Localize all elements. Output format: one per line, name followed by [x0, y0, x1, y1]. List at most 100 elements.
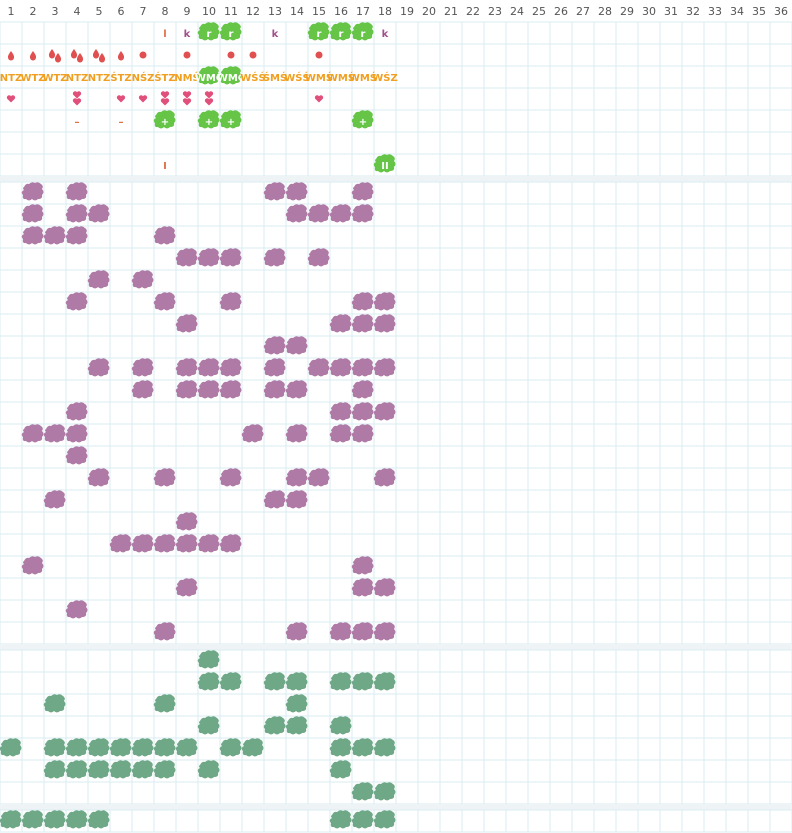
cell-blob: [307, 358, 330, 377]
dot-icon: [315, 51, 323, 59]
cell-blob: [65, 760, 88, 779]
cell-blob: [373, 782, 396, 801]
cell-blob: [175, 380, 198, 399]
cell-label: NTZ: [0, 73, 22, 84]
cell-blob: [373, 622, 396, 641]
cell-blob: [43, 424, 66, 443]
cell-blob: [285, 182, 308, 201]
cell-label: r: [207, 29, 212, 40]
cell-blob: [329, 358, 352, 377]
cell-blob: [21, 556, 44, 575]
header-bg: [0, 0, 792, 22]
cell-blob: [373, 154, 396, 173]
cell-blob: [21, 204, 44, 223]
cell-label: +: [359, 117, 367, 128]
cell-blob: [87, 270, 110, 289]
column-number: 3: [52, 5, 59, 18]
cell-blob: [109, 760, 132, 779]
cell-blob: [351, 358, 374, 377]
cell-blob: [219, 468, 242, 487]
column-number: 6: [118, 5, 125, 18]
column-number: 4: [74, 5, 81, 18]
drop-icon: [117, 51, 125, 61]
cell-label: +: [227, 117, 235, 128]
heart-icon: [72, 98, 82, 106]
cell-blob: [65, 810, 88, 829]
cell-blob: [285, 672, 308, 691]
cell-blob: [153, 226, 176, 245]
cell-blob: [373, 292, 396, 311]
column-number: 15: [312, 5, 326, 18]
cell-blob: [131, 738, 154, 757]
column-number: 28: [598, 5, 612, 18]
cell-blob: [285, 622, 308, 641]
column-number: 1: [8, 5, 15, 18]
column-number: 20: [422, 5, 436, 18]
cell-blob: [131, 760, 154, 779]
cell-blob: [351, 622, 374, 641]
heart-icon: [138, 95, 148, 103]
cell-label: II: [381, 161, 388, 172]
cell-blob: [21, 810, 44, 829]
column-number: 33: [708, 5, 722, 18]
cell-blob: [329, 424, 352, 443]
column-number: 18: [378, 5, 392, 18]
cell-blob: [219, 380, 242, 399]
cell-blob: [43, 490, 66, 509]
cell-blob: [0, 810, 22, 829]
heart-icon: [160, 98, 170, 106]
dot-icon: [183, 51, 191, 59]
cell-blob: [197, 672, 220, 691]
drop-icon: [98, 53, 106, 63]
column-number: 31: [664, 5, 678, 18]
cell-blob: [351, 672, 374, 691]
cell-blob: [329, 314, 352, 333]
column-number: 9: [184, 5, 191, 18]
cell-blob: [175, 314, 198, 333]
column-number: 7: [140, 5, 147, 18]
cell-blob: [285, 424, 308, 443]
column-number: 2: [30, 5, 37, 18]
cell-blob: [43, 810, 66, 829]
cell-blob: [153, 622, 176, 641]
column-number: 12: [246, 5, 260, 18]
cell-blob: [351, 204, 374, 223]
cell-blob: [219, 110, 242, 129]
cell-blob: [373, 468, 396, 487]
cell-blob: [373, 810, 396, 829]
cell-blob: [65, 424, 88, 443]
cell-label: WMŚ: [349, 71, 377, 84]
heart-icon: [204, 91, 214, 99]
dot-icon: [227, 51, 235, 59]
cell-blob: [197, 650, 220, 669]
column-number: 19: [400, 5, 414, 18]
cell-blob: [329, 760, 352, 779]
column-number: 34: [730, 5, 744, 18]
column-number: 10: [202, 5, 216, 18]
cell-blob: [197, 534, 220, 553]
cell-label: WMŚ: [305, 71, 333, 84]
cell-blob: [329, 22, 352, 41]
cell-blob: [87, 738, 110, 757]
cell-blob: [175, 578, 198, 597]
heart-icon: [116, 95, 126, 103]
cell-label: ŚTZ: [154, 71, 175, 84]
cell-blob: [109, 534, 132, 553]
cell-blob: [65, 446, 88, 465]
cell-blob: [263, 490, 286, 509]
cell-blob: [21, 226, 44, 245]
section-separator: [0, 176, 792, 182]
cell-label: +: [161, 117, 169, 128]
column-number: 32: [686, 5, 700, 18]
cell-blob: [21, 182, 44, 201]
column-number: 36: [774, 5, 788, 18]
cell-label: NMŚ: [174, 71, 200, 84]
cell-label: k: [184, 29, 191, 40]
cell-blob: [131, 380, 154, 399]
heart-icon: [6, 95, 16, 103]
dot-icon: [249, 51, 257, 59]
cell-blob: [197, 66, 220, 85]
heart-icon: [160, 91, 170, 99]
cell-blob: [87, 358, 110, 377]
column-number: 30: [642, 5, 656, 18]
